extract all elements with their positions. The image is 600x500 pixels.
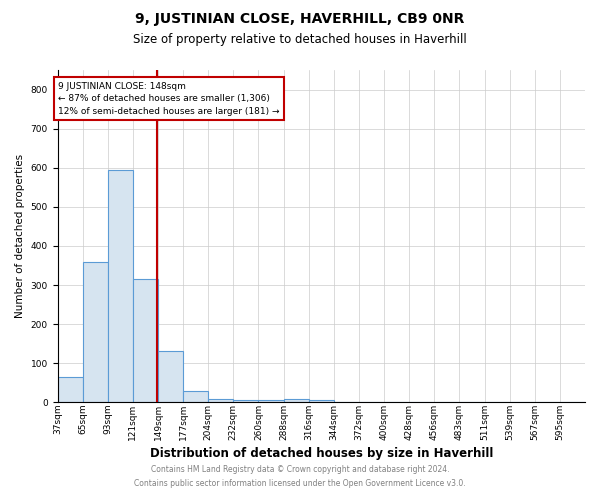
Bar xyxy=(284,399,309,402)
Bar xyxy=(309,400,334,402)
Text: 9, JUSTINIAN CLOSE, HAVERHILL, CB9 0NR: 9, JUSTINIAN CLOSE, HAVERHILL, CB9 0NR xyxy=(136,12,464,26)
Bar xyxy=(233,400,259,402)
Bar xyxy=(133,279,158,402)
Bar xyxy=(183,392,208,402)
Bar xyxy=(108,170,133,402)
Bar xyxy=(83,262,108,402)
Y-axis label: Number of detached properties: Number of detached properties xyxy=(15,154,25,318)
Bar xyxy=(58,377,83,402)
Bar xyxy=(158,352,183,403)
X-axis label: Distribution of detached houses by size in Haverhill: Distribution of detached houses by size … xyxy=(149,447,493,460)
Text: Size of property relative to detached houses in Haverhill: Size of property relative to detached ho… xyxy=(133,32,467,46)
Bar xyxy=(208,399,233,402)
Text: 9 JUSTINIAN CLOSE: 148sqm
← 87% of detached houses are smaller (1,306)
12% of se: 9 JUSTINIAN CLOSE: 148sqm ← 87% of detac… xyxy=(58,82,280,116)
Bar xyxy=(259,400,284,402)
Text: Contains HM Land Registry data © Crown copyright and database right 2024.
Contai: Contains HM Land Registry data © Crown c… xyxy=(134,466,466,487)
